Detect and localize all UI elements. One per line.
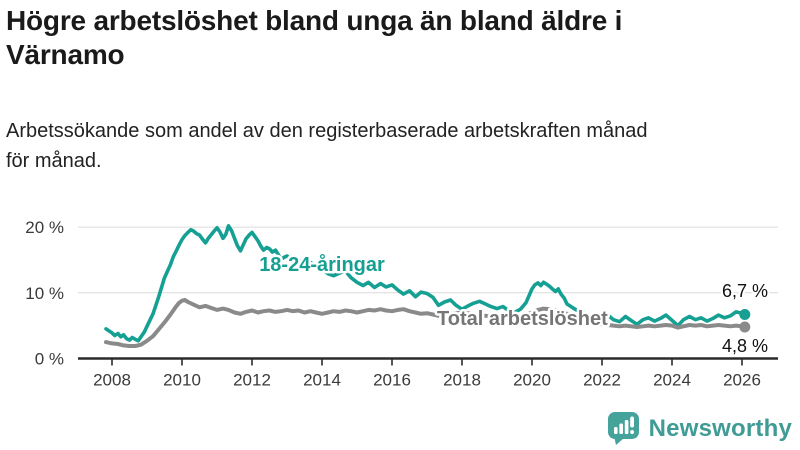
brand-name: Newsworthy <box>648 414 792 442</box>
series-line-total <box>104 298 747 348</box>
chart-subtitle-line1: Arbetssökande som andel av den registerb… <box>6 120 648 142</box>
x-tick-label: 2026 <box>723 371 761 390</box>
page-title: Högre arbetslöshet bland unga än bland ä… <box>6 4 776 72</box>
newsworthy-logo: Newsworthy <box>607 411 792 446</box>
chart-subtitle-line2: för månad. <box>6 150 102 172</box>
x-tick-label: 2012 <box>233 371 271 390</box>
series-line-youth <box>104 224 747 343</box>
end-value-label-total: 4,8 % <box>722 336 768 356</box>
y-tick-label: 10 % <box>25 284 64 303</box>
x-tick-label: 2010 <box>163 371 201 390</box>
page-title-line1: Högre arbetslöshet bland unga än bland ä… <box>6 5 623 36</box>
series-label-youth: 18-24-åringar <box>259 253 385 276</box>
y-tick-label: 0 % <box>35 350 64 369</box>
chart-subtitle: Arbetssökande som andel av den registerb… <box>6 116 776 176</box>
series-end-dot-youth <box>739 308 751 320</box>
series-end-dot-total <box>739 321 751 333</box>
newsworthy-bubble-chart-icon <box>607 412 639 445</box>
x-tick-label: 2024 <box>653 371 691 390</box>
end-value-label-youth: 6,7 % <box>722 281 768 301</box>
page-title-line2: Värnamo <box>6 39 125 70</box>
x-tick-label: 2022 <box>583 371 621 390</box>
x-tick-label: 2018 <box>443 371 481 390</box>
x-tick-label: 2014 <box>303 371 341 390</box>
x-tick-label: 2020 <box>513 371 551 390</box>
x-tick-label: 2016 <box>373 371 411 390</box>
series-label-total: Total arbetslöshet <box>437 308 608 330</box>
y-tick-label: 20 % <box>25 218 64 237</box>
x-tick-label: 2008 <box>93 371 131 390</box>
